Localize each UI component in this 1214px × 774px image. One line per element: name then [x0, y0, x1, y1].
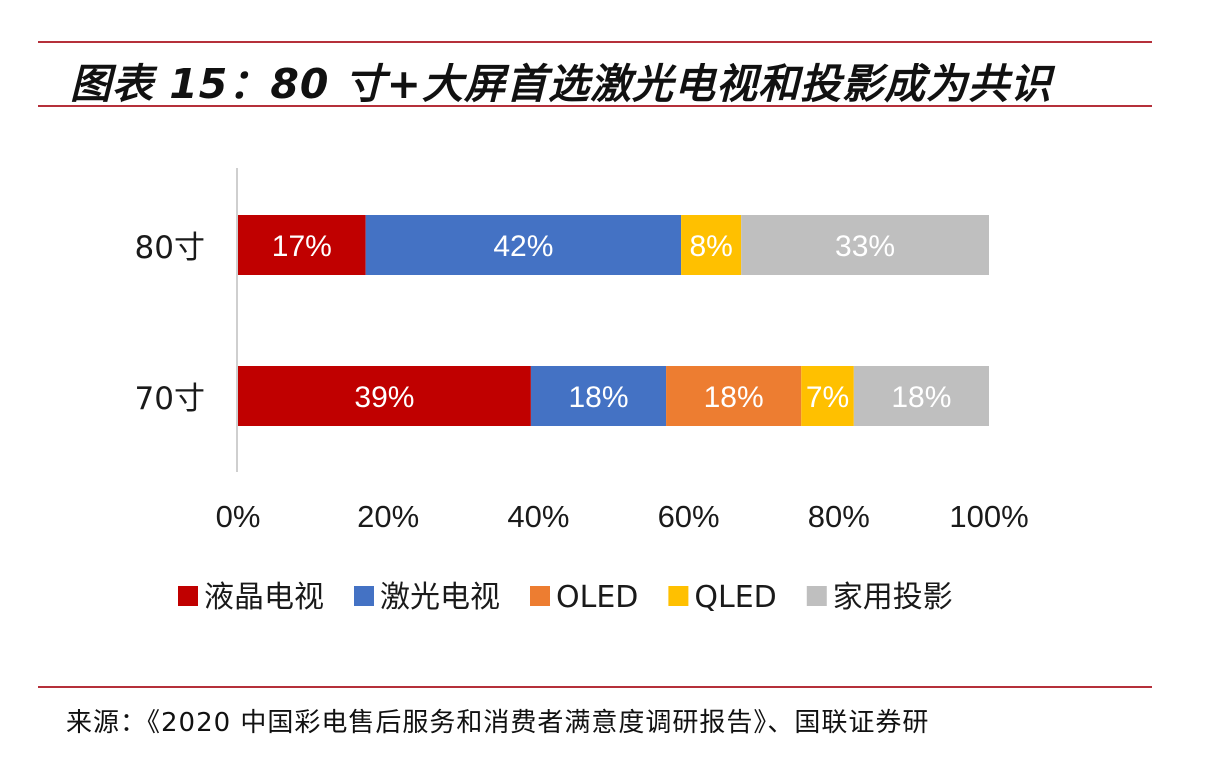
bar-segment: [238, 215, 366, 275]
legend-label: QLED: [694, 580, 776, 615]
data-label: 33%: [835, 230, 895, 263]
legend-swatch: [354, 586, 374, 606]
legend-swatch: [668, 586, 689, 606]
x-tick-label: 0%: [216, 499, 261, 534]
x-tick-label: 60%: [658, 499, 720, 534]
bar-segment: [238, 366, 531, 426]
data-label: 18%: [891, 381, 951, 414]
legend-label: OLED: [556, 580, 638, 615]
x-tick-label: 80%: [808, 499, 870, 534]
legend-label: 激光电视: [380, 580, 500, 615]
legend-label: 家用投影: [833, 580, 953, 615]
legend-swatch: [178, 586, 198, 606]
data-label: 39%: [354, 381, 414, 414]
data-label: 8%: [689, 230, 732, 263]
data-label: 42%: [493, 230, 553, 263]
bar-segment: [666, 366, 802, 426]
stacked-bar-chart: 80寸 70寸 17% 42% 8% 33% 39% 18% 18% 7% 18% 0% 20% 40% 6…: [135, 168, 1029, 615]
bar-segment: [681, 215, 742, 275]
bar-segment: [530, 366, 667, 426]
source-note: 来源：《2020 中国彩电售后服务和消费者满意度调研报告》、国联证券研: [66, 708, 930, 738]
figure-title: 图表 15：80 寸+大屏首选激光电视和投影成为共识: [70, 60, 1053, 108]
bar-segment: [741, 215, 989, 275]
category-label: 70寸: [135, 381, 205, 417]
data-label: 18%: [704, 381, 764, 414]
bar-segment: [801, 366, 854, 426]
data-label: 18%: [568, 381, 628, 414]
bar-segment: [365, 215, 682, 275]
category-label: 80寸: [135, 230, 205, 266]
x-tick-label: 20%: [357, 499, 419, 534]
bar-segment: [853, 366, 989, 426]
title-underline-rule: [38, 105, 1152, 107]
top-rule: [38, 41, 1152, 43]
data-label: 7%: [806, 381, 849, 414]
x-tick-label: 100%: [949, 499, 1028, 534]
bottom-rule: [38, 686, 1152, 688]
legend-swatch: [530, 586, 550, 606]
legend-swatch: [806, 586, 827, 606]
x-tick-label: 40%: [507, 499, 569, 534]
legend-label: 液晶电视: [204, 580, 324, 615]
data-label: 17%: [272, 230, 332, 263]
